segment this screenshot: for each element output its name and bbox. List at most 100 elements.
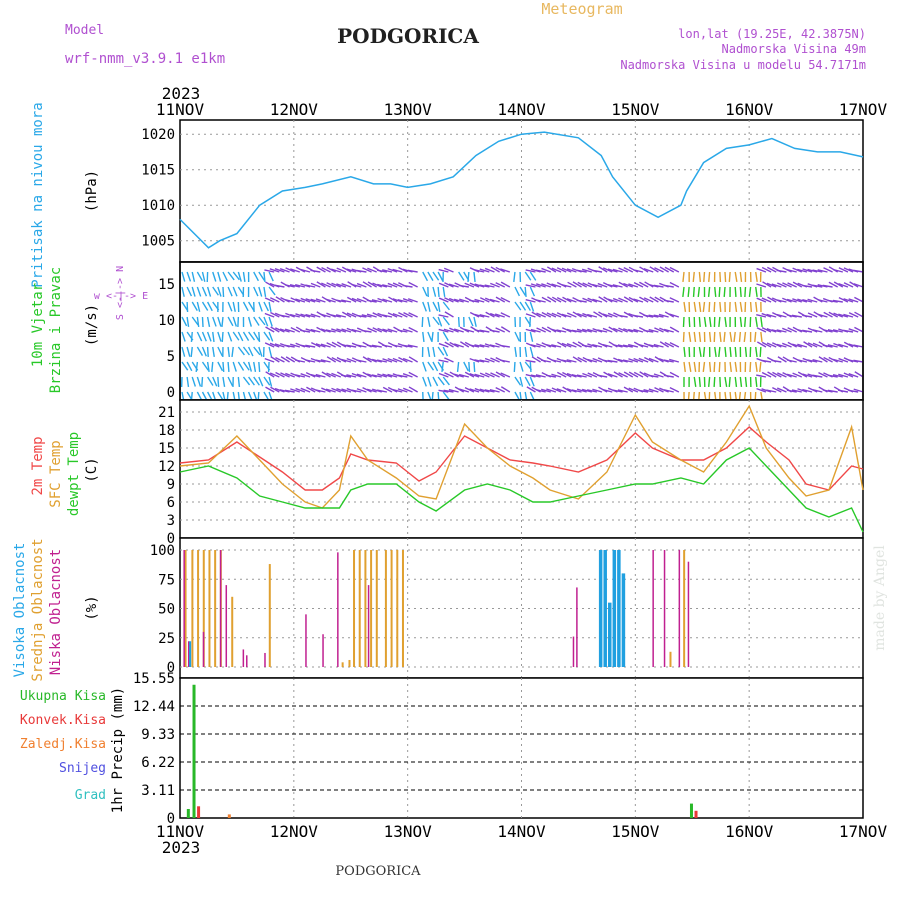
wind-arrow	[653, 284, 664, 288]
cloud-bar	[183, 550, 185, 667]
wind-arrow	[212, 331, 215, 343]
wind-arrow	[602, 313, 613, 318]
wind-arrow	[316, 281, 326, 288]
wind-arrow	[377, 327, 388, 333]
wind-arrow	[663, 389, 674, 393]
wind-arrow	[407, 344, 418, 348]
wind-arrow	[786, 268, 797, 273]
wind-arrow	[264, 357, 275, 363]
wind-arrow	[848, 389, 859, 393]
wind-arrow	[566, 343, 577, 348]
wind-arrow	[567, 281, 577, 288]
wind-arrow	[268, 301, 272, 312]
wind-arrow	[408, 371, 418, 378]
wind-arrow	[242, 346, 251, 356]
snow-label: Snijeg	[59, 761, 106, 776]
wind-arrow	[237, 331, 244, 342]
precip-grid	[180, 677, 863, 819]
wind-arrow	[382, 328, 393, 333]
wind-arrow	[649, 266, 659, 273]
wind-arrow	[336, 267, 347, 273]
wind-arrow	[331, 268, 341, 273]
y-tick-label: 18	[158, 423, 175, 439]
wind-arrow	[442, 391, 450, 401]
wind-arrow	[607, 298, 618, 303]
wind-arrow	[201, 346, 207, 357]
station-title: PODGORICA	[337, 24, 479, 48]
wind-arrow	[802, 268, 813, 273]
x-tick-label: 13NOV	[384, 822, 433, 841]
wind-arrow	[397, 298, 408, 303]
wind-arrow	[618, 267, 628, 273]
wind-arrow	[797, 388, 808, 393]
y-tick-label: 15	[158, 277, 175, 293]
temperature-grid	[180, 400, 863, 539]
wind-arrow	[683, 346, 686, 358]
wind-arrow	[362, 267, 372, 273]
wind-arrow	[587, 313, 598, 318]
wind-arrow	[387, 282, 398, 288]
wind-arrow	[427, 376, 432, 387]
wind-arrow	[191, 286, 196, 297]
y-tick-label: 6.22	[141, 755, 175, 771]
wind-arrow	[269, 372, 280, 378]
wind-arrow	[397, 329, 408, 333]
cloud-bar	[669, 651, 672, 667]
wind-arrow	[755, 346, 758, 358]
wind-arrow	[265, 326, 275, 333]
wind-arrow	[494, 313, 505, 318]
y-tick-label: 21	[158, 405, 175, 421]
cloud-bar	[608, 602, 612, 667]
wind-arrow	[703, 316, 707, 328]
wind-arrow	[459, 341, 470, 348]
wind-arrow	[653, 314, 664, 318]
wind-arrow	[456, 361, 460, 373]
wind-arrow	[524, 346, 528, 358]
wind-arrow	[719, 301, 722, 313]
wind-arrow	[577, 281, 587, 288]
wind-arrow	[772, 371, 782, 378]
x-tick-label: 14NOV	[497, 822, 546, 841]
wind-arrow	[792, 281, 803, 288]
wind-arrow	[191, 301, 198, 311]
wind-arrow	[371, 374, 382, 378]
wind-arrow	[258, 271, 265, 281]
wind-arrow	[408, 386, 418, 393]
wind-arrow	[499, 359, 510, 363]
wind-arrow	[438, 297, 449, 303]
wind-arrow	[402, 298, 413, 303]
cloud-bar	[187, 641, 190, 667]
wind-arrow	[371, 299, 382, 303]
wind-arrow	[771, 283, 782, 288]
wind-arrow	[669, 266, 680, 273]
wind-arrow	[408, 326, 418, 333]
wind-arrow	[227, 301, 233, 312]
wind-arrow	[310, 269, 321, 273]
wind-arrow	[587, 358, 598, 363]
wind-arrow	[760, 331, 763, 343]
cloud-bar	[612, 550, 617, 667]
wind-arrow	[581, 344, 592, 348]
wind-arrow	[628, 371, 639, 378]
wind-arrow	[231, 346, 234, 358]
x-tick-label: 11NOV	[156, 100, 205, 119]
wind-arrow	[718, 286, 721, 298]
precip-bar	[197, 806, 201, 818]
wind-arrow	[181, 361, 189, 371]
wind-arrow	[237, 346, 245, 356]
wind-arrow	[458, 284, 469, 288]
wind-arrow	[356, 344, 367, 348]
cloud-bar	[305, 614, 307, 667]
wind-arrow	[776, 269, 787, 273]
wind-arrow	[300, 372, 311, 378]
wind-arrow	[479, 284, 490, 288]
credit: made by Angel	[872, 545, 888, 651]
cloud-bar	[370, 550, 373, 667]
wind-arrow	[201, 286, 208, 297]
wind-arrow	[612, 268, 623, 273]
wind-arrow	[346, 374, 357, 378]
wind-arrow	[284, 298, 295, 303]
wind-arrow	[607, 268, 618, 273]
wind-arrow	[541, 283, 552, 288]
